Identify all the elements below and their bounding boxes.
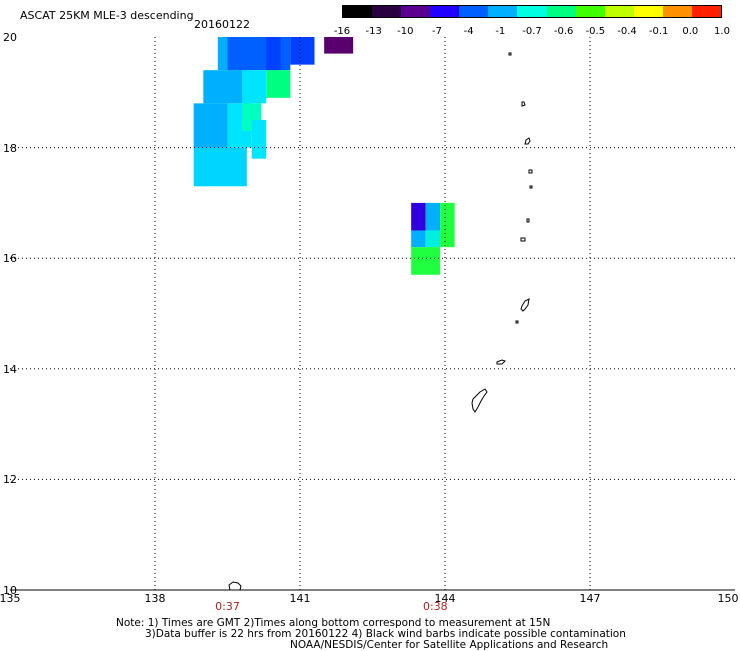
longitude-tick-label: 147 <box>579 592 601 605</box>
color-scale-swatch <box>343 6 373 17</box>
longitude-tick-label: 150 <box>717 592 739 605</box>
wind-data-cell <box>251 119 267 159</box>
latitude-tick-label: 18 <box>3 141 17 155</box>
color-scale-swatch <box>604 6 634 17</box>
island-outline <box>528 169 533 174</box>
color-scale-label: -10 <box>397 26 414 37</box>
color-scale-swatch <box>372 6 402 17</box>
longitude-tick-label: 135 <box>0 592 21 605</box>
island-outline <box>526 218 530 223</box>
color-scale-label: -0.5 <box>585 26 606 37</box>
wind-data-cell <box>227 37 291 71</box>
wind-data-cell <box>411 230 426 248</box>
color-scale-swatch <box>488 6 518 17</box>
color-scale-label: -16 <box>333 26 351 37</box>
color-scale-label: -0.1 <box>648 26 669 37</box>
island-outline <box>524 137 531 145</box>
color-scale-label: -4 <box>463 26 474 37</box>
island-outline <box>529 185 533 189</box>
island-outline <box>520 298 530 312</box>
longitude-tick-label: 141 <box>289 592 311 605</box>
color-scale-label: -1 <box>495 26 506 37</box>
color-scale-label: -13 <box>365 26 382 37</box>
color-scale-swatch <box>430 6 460 17</box>
color-scale-swatch <box>575 6 605 17</box>
measurement-time-label: 0:38 <box>422 600 448 613</box>
island-outline <box>521 101 526 107</box>
latitude-tick-label: 20 <box>3 31 17 44</box>
color-scale-label: 0.0 <box>682 26 699 37</box>
note-line-1: Note: 1) Times are GMT 2)Times along bot… <box>116 617 551 629</box>
wind-data-cell <box>193 103 228 148</box>
latitude-tick-label: 14 <box>3 362 17 376</box>
wind-data-cell <box>242 70 267 104</box>
color-scale-swatch <box>459 6 489 17</box>
wind-data-cell <box>411 202 426 231</box>
longitude-tick-label: 138 <box>144 592 166 605</box>
wind-data-cell <box>324 37 354 54</box>
island-outline <box>508 52 512 56</box>
longitude-tick-label: 144 <box>434 592 456 605</box>
wind-data-cell <box>411 247 441 275</box>
color-scale-swatch <box>662 6 692 17</box>
island-outline <box>471 388 488 413</box>
latitude-tick-label: 16 <box>3 252 17 266</box>
color-scale-label: -0.7 <box>522 26 542 37</box>
wind-data-cell <box>290 37 315 65</box>
note-line-3: NOAA/NESDIS/Center for Satellite Applica… <box>290 639 609 651</box>
note-line-2: 3)Data buffer is 22 hrs from 20160122 4)… <box>145 628 626 640</box>
wind-data-cell <box>425 230 441 248</box>
island-outline <box>228 581 242 591</box>
color-scale-swatch <box>691 6 722 17</box>
color-scale-label: -0.6 <box>553 26 574 37</box>
color-scale-label: 1.0 <box>714 26 730 37</box>
color-scale-swatch <box>401 6 431 17</box>
island-outline <box>520 237 526 242</box>
map-title: ASCAT 25KM MLE-3 descending <box>20 9 194 22</box>
color-scale-label: -7 <box>432 26 442 37</box>
color-scale-label: -0.4 <box>617 26 637 37</box>
wind-data-cell <box>440 202 455 248</box>
island-outline <box>496 359 506 365</box>
wind-data-cell <box>266 70 291 98</box>
wind-data-cell <box>425 202 441 231</box>
measurement-time-label: 0:37 <box>215 600 240 613</box>
island-outline <box>515 320 519 324</box>
wind-data-cell <box>193 147 247 187</box>
map-date: 20160122 <box>194 18 250 31</box>
color-scale-swatch <box>546 6 576 17</box>
color-scale-swatch <box>633 6 663 17</box>
color-scale-swatch <box>517 6 547 17</box>
color-scale-bar <box>342 5 722 18</box>
latitude-tick-label: 10 <box>3 584 17 597</box>
wind-data-cell <box>266 37 281 71</box>
latitude-tick-label: 12 <box>3 473 17 487</box>
